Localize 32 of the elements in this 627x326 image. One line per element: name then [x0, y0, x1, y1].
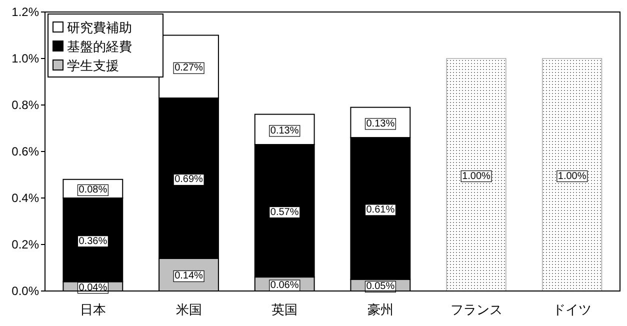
data-label: 0.36%	[78, 236, 108, 247]
x-tick-label: 豪州	[367, 302, 394, 317]
bar	[542, 58, 602, 292]
x-tick-label: フランス	[450, 302, 502, 317]
data-label: 0.69%	[174, 174, 204, 186]
data-label: 1.00%	[558, 170, 586, 182]
data-label: 0.04%	[78, 282, 108, 294]
y-tick-label: 0.0%	[12, 284, 40, 298]
y-tick-label: 0.2%	[12, 238, 40, 252]
y-tick-label: 0.8%	[12, 98, 40, 112]
y-tick-label: 1.0%	[12, 52, 40, 66]
y-tick-label: 1.2%	[12, 5, 40, 19]
y-tick-label: 0.4%	[12, 191, 40, 205]
data-label: 0.27%	[174, 62, 204, 74]
data-label: 0.13%	[366, 118, 395, 130]
y-tick-label: 0.6%	[12, 144, 40, 158]
legend-label: 基盤的経費	[67, 39, 132, 54]
data-label: 0.05%	[366, 281, 395, 292]
data-label: 0.61%	[366, 204, 395, 216]
data-label: 0.13%	[270, 125, 299, 136]
data-label: 0.08%	[78, 184, 108, 196]
data-label: 1.00%	[462, 170, 491, 182]
data-label: 0.57%	[270, 206, 299, 218]
legend-label: 研究費補助	[67, 20, 132, 35]
legend-label: 学生支援	[67, 58, 119, 73]
x-tick-label: 米国	[176, 302, 202, 317]
x-tick-label: 英国	[272, 302, 298, 317]
x-tick-label: 日本	[80, 302, 106, 317]
x-tick-label: ドイツ	[552, 302, 592, 317]
data-label: 0.14%	[174, 270, 204, 282]
data-label: 0.06%	[270, 280, 299, 292]
bar	[446, 58, 506, 292]
